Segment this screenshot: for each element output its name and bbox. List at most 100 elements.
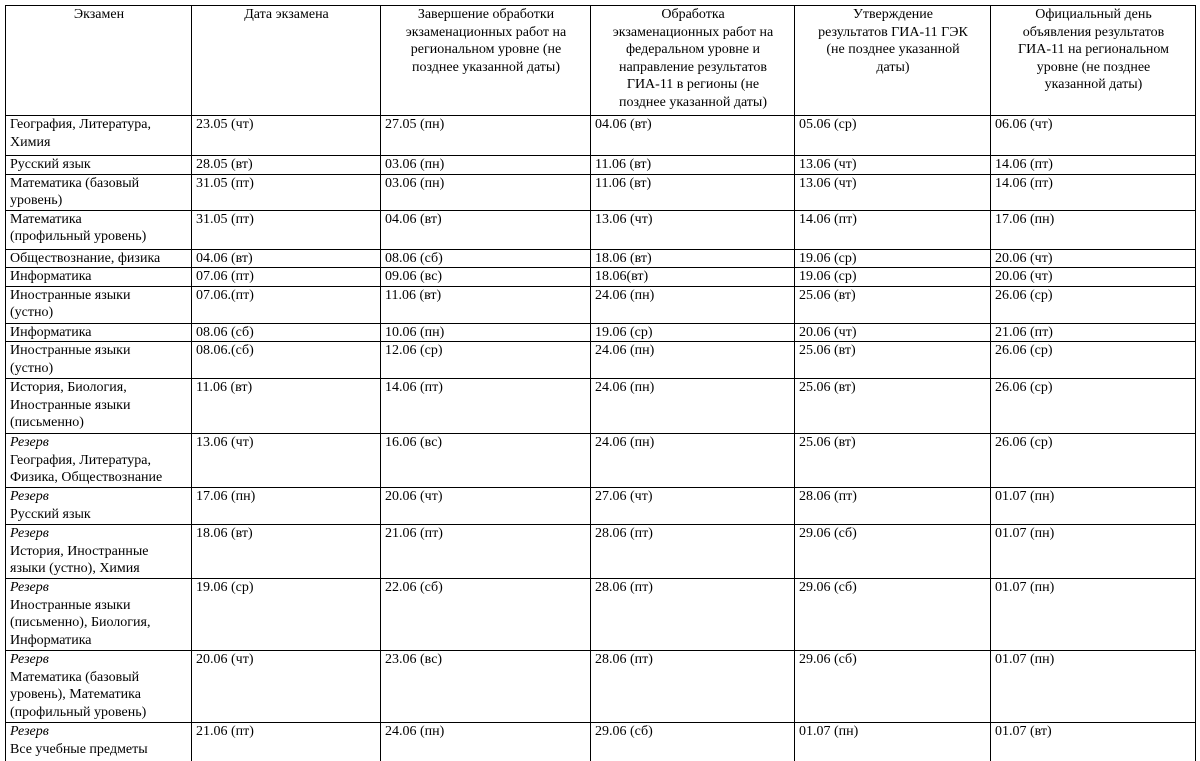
date-cell: 19.06 (ср) <box>191 578 381 651</box>
date-cell: 19.06 (ср) <box>794 248 991 268</box>
date-cell: 28.06 (пт) <box>590 524 795 579</box>
exam-name: Иностранные языки (устно) <box>10 287 131 321</box>
column-header: Дата экзамена <box>191 5 381 116</box>
date-cell: 12.06 (ср) <box>380 341 591 379</box>
exam-cell: Математика (базовый уровень) <box>5 173 192 211</box>
date-cell: 07.06 (пт) <box>191 267 381 287</box>
date-cell: 31.05 (пт) <box>191 209 381 250</box>
exam-cell: Резерв История, Иностранные языки (устно)… <box>5 524 192 579</box>
exam-schedule-table: Экзамен Дата экзамена Завершение обработки… <box>5 5 1196 761</box>
exam-name: Иностранные языки (письменно), Биология,… <box>10 597 151 648</box>
date-cell: 08.06.(сб) <box>191 341 381 379</box>
column-header: Обработка экзаменационных работ на федер… <box>590 5 795 116</box>
date-cell: 21.06 (пт) <box>380 524 591 579</box>
column-header: Завершение обработки экзаменационных раб… <box>380 5 591 116</box>
exam-cell: Иностранные языки (устно) <box>5 285 192 324</box>
date-cell: 21.06 (пт) <box>990 322 1196 342</box>
date-cell: 13.06 (чт) <box>590 209 795 250</box>
date-cell: 20.06 (чт) <box>191 650 381 723</box>
reserve-label: Резерв <box>10 724 49 739</box>
date-cell: 04.06 (вт) <box>191 248 381 268</box>
table-header: Экзамен Дата экзамена Завершение обработки… <box>5 5 1196 116</box>
date-cell: 24.06 (пн) <box>590 341 795 379</box>
table-row: Информатика 07.06 (пт) 09.06 (вс) 18.06(вт)… <box>5 267 1196 287</box>
exam-cell: Русский язык <box>5 155 192 175</box>
date-cell: 11.06 (вт) <box>191 378 381 434</box>
table-row: Резерв История, Иностранные языки (устно)… <box>5 524 1196 579</box>
table-row: Обществознание, физика 04.06 (вт) 08.06 (с… <box>5 248 1196 268</box>
exam-name: Математика (базовый уровень), Математика… <box>10 669 147 720</box>
date-cell: 29.06 (сб) <box>794 524 991 579</box>
date-cell: 26.06 (ср) <box>990 285 1196 324</box>
date-cell: 11.06 (вт) <box>590 173 795 211</box>
date-cell: 13.06 (чт) <box>794 155 991 175</box>
table-row: Резерв Иностранные языки (письменно), Био… <box>5 578 1196 651</box>
date-cell: 18.06 (вт) <box>191 524 381 579</box>
reserve-label: Резерв <box>10 580 49 595</box>
exam-cell: Информатика <box>5 322 192 342</box>
date-cell: 19.06 (ср) <box>794 267 991 287</box>
table-row: Резерв География, Литература, Физика, Общ… <box>5 433 1196 488</box>
table-row: География, Литература, Химия 23.05 (чт) 27… <box>5 115 1196 156</box>
exam-name: Математика (базовый уровень) <box>10 175 140 209</box>
date-cell: 25.06 (вт) <box>794 378 991 434</box>
date-cell: 24.06 (пн) <box>380 722 591 761</box>
date-cell: 18.06(вт) <box>590 267 795 287</box>
date-cell: 13.06 (чт) <box>794 173 991 211</box>
date-cell: 29.06 (сб) <box>794 650 991 723</box>
date-cell: 16.06 (вс) <box>380 433 591 488</box>
date-cell: 28.06 (пт) <box>590 578 795 651</box>
date-cell: 21.06 (пт) <box>191 722 381 761</box>
reserve-label: Резерв <box>10 652 49 667</box>
date-cell: 03.06 (пн) <box>380 155 591 175</box>
exam-cell: История, Биология, Иностранные языки (пи… <box>5 378 192 434</box>
date-cell: 26.06 (ср) <box>990 378 1196 434</box>
exam-name: Математика (профильный уровень) <box>10 211 147 245</box>
exam-name: Русский язык <box>10 506 91 522</box>
date-cell: 28.06 (пт) <box>794 487 991 525</box>
date-cell: 26.06 (ср) <box>990 433 1196 488</box>
table-row: Математика (профильный уровень) 31.05 (пт… <box>5 209 1196 250</box>
table-row: Резерв Русский язык 17.06 (пн) 20.06 (чт) 27… <box>5 487 1196 525</box>
exam-cell: Резерв Математика (базовый уровень), Мате… <box>5 650 192 723</box>
exam-cell: География, Литература, Химия <box>5 115 192 156</box>
date-cell: 14.06 (пт) <box>380 378 591 434</box>
date-cell: 29.06 (сб) <box>590 722 795 761</box>
table-row: Иностранные языки (устно) 08.06.(сб) 12.06… <box>5 341 1196 379</box>
table-row: Иностранные языки (устно) 07.06.(пт) 11.06… <box>5 285 1196 324</box>
table-row: История, Биология, Иностранные языки (пи… <box>5 378 1196 434</box>
date-cell: 01.07 (пн) <box>990 650 1196 723</box>
date-cell: 20.06 (чт) <box>794 322 991 342</box>
date-cell: 27.06 (чт) <box>590 487 795 525</box>
date-cell: 03.06 (пн) <box>380 173 591 211</box>
date-cell: 14.06 (пт) <box>990 173 1196 211</box>
exam-name: География, Литература, Физика, Обществоз… <box>10 452 163 486</box>
date-cell: 26.06 (ср) <box>990 341 1196 379</box>
exam-name: Русский язык <box>10 157 91 172</box>
date-cell: 01.07 (пн) <box>794 722 991 761</box>
date-cell: 17.06 (пн) <box>990 209 1196 250</box>
exam-name: Обществознание, физика <box>10 250 161 266</box>
reserve-label: Резерв <box>10 526 49 541</box>
date-cell: 25.06 (вт) <box>794 285 991 324</box>
exam-name: Информатика <box>10 269 92 284</box>
date-cell: 13.06 (чт) <box>191 433 381 488</box>
exam-name: Иностранные языки (устно) <box>10 343 131 376</box>
date-cell: 24.06 (пн) <box>590 285 795 324</box>
date-cell: 28.05 (вт) <box>191 155 381 175</box>
exam-cell: Резерв Все учебные предметы <box>5 722 192 761</box>
date-cell: 20.06 (чт) <box>990 248 1196 268</box>
exam-cell: Информатика <box>5 267 192 287</box>
date-cell: 01.07 (пн) <box>990 487 1196 525</box>
exam-cell: Обществознание, физика <box>5 248 192 268</box>
date-cell: 04.06 (вт) <box>380 209 591 250</box>
date-cell: 17.06 (пн) <box>191 487 381 525</box>
date-cell: 24.06 (пн) <box>590 433 795 488</box>
exam-name: История, Иностранные языки (устно), Хими… <box>10 543 149 577</box>
date-cell: 25.06 (вт) <box>794 433 991 488</box>
date-cell: 04.06 (вт) <box>590 115 795 156</box>
exam-name: География, Литература, Химия <box>10 117 152 150</box>
exam-cell: Резерв Иностранные языки (письменно), Био… <box>5 578 192 651</box>
date-cell: 09.06 (вс) <box>380 267 591 287</box>
